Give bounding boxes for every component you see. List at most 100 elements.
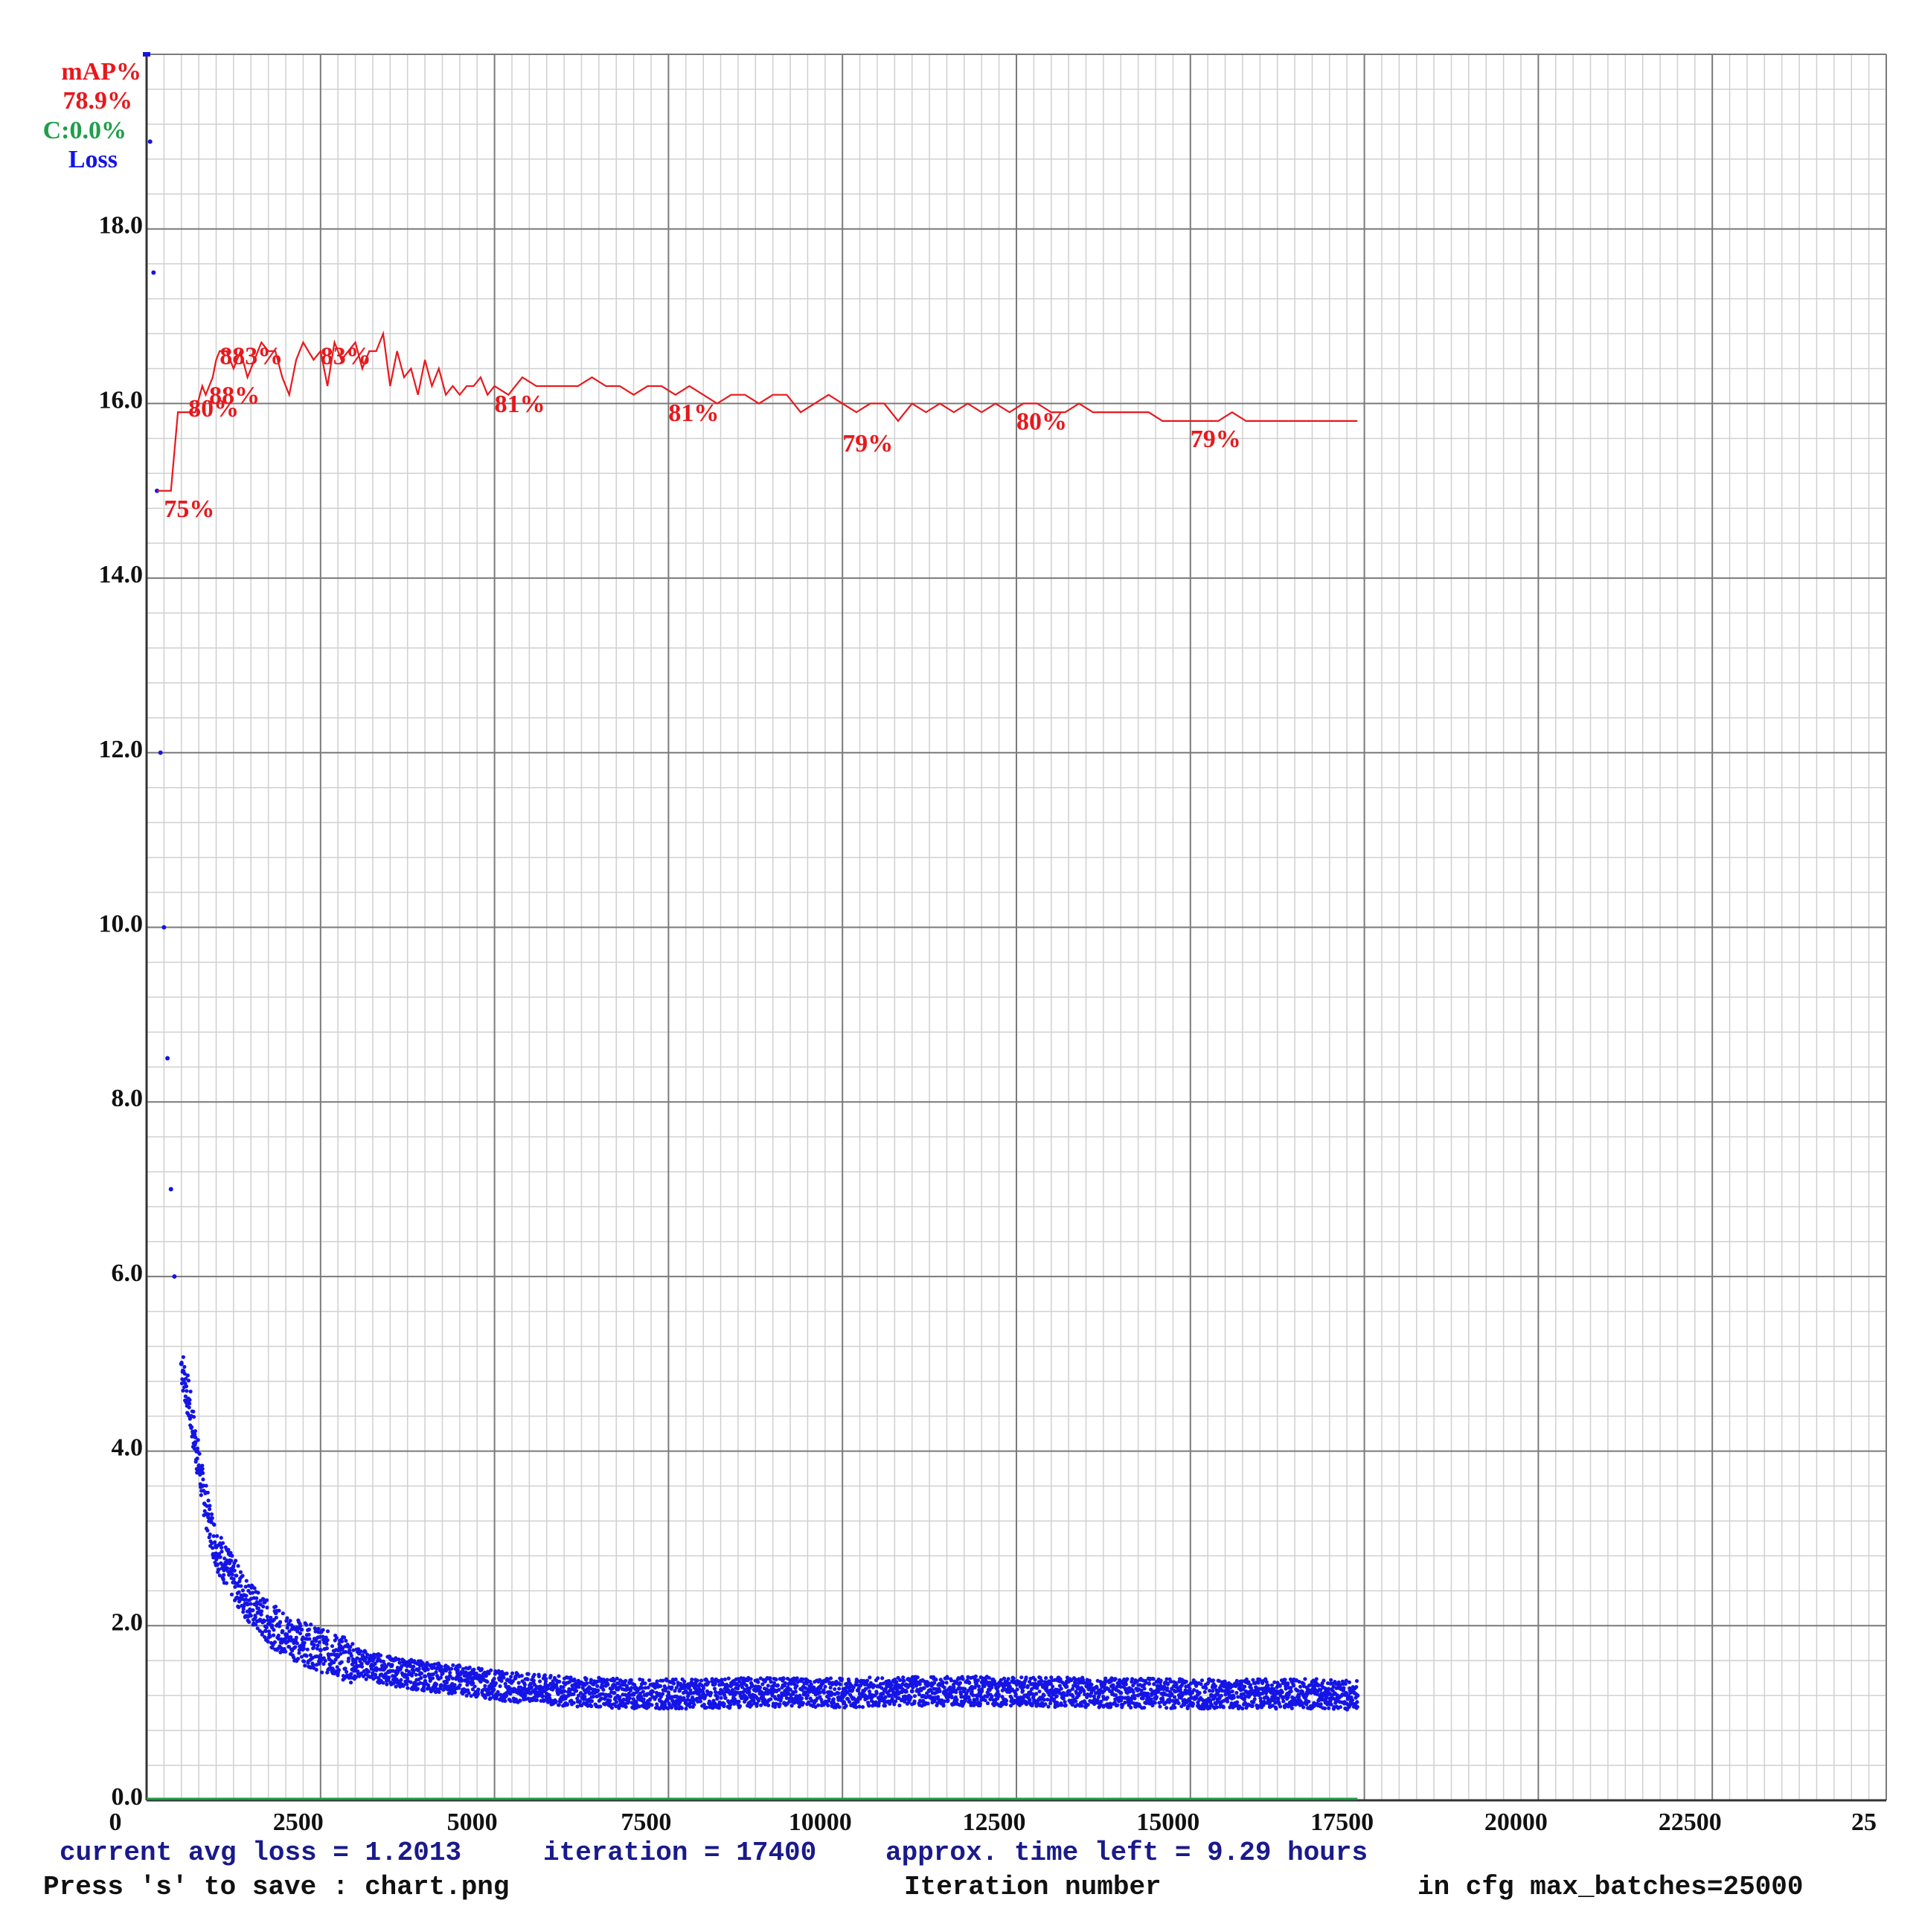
loss-point [658,1684,663,1689]
loss-point [1283,1678,1287,1682]
loss-point [1225,1699,1230,1704]
loss-point [942,1685,946,1689]
legend-map-value: 78.9% [63,87,133,115]
loss-point [1240,1683,1244,1687]
loss-point [804,1696,809,1701]
loss-point [1130,1677,1135,1681]
loss-point [839,1677,845,1681]
loss-point [348,1681,353,1685]
loss-point [996,1689,1000,1694]
loss-point [298,1623,303,1628]
loss-point [1173,1705,1177,1710]
loss-point [1278,1704,1283,1709]
loss-point [832,1701,836,1705]
map-annotation: 88% [209,382,260,409]
loss-point [372,1652,377,1657]
loss-point [330,1644,335,1649]
loss-point [1089,1682,1094,1687]
loss-point [1284,1687,1288,1691]
loss-point [475,1673,479,1678]
loss-point [795,1684,799,1688]
loss-point [195,1470,199,1475]
loss-point [806,1700,811,1704]
loss-point [1314,1677,1319,1681]
loss-point [1250,1704,1255,1708]
loss-point [929,1688,933,1692]
save-hint: Press 's' to save : chart.png [43,1872,510,1902]
loss-point [911,1685,915,1689]
loss-point [1216,1692,1220,1697]
loss-point [690,1678,694,1682]
loss-point [598,1704,603,1709]
loss-point [279,1646,283,1650]
loss-point [293,1645,298,1649]
loss-point [1109,1704,1113,1708]
loss-point [608,1694,613,1698]
loss-point [1281,1699,1286,1704]
loss-point [1118,1684,1123,1689]
loss-point [542,1673,547,1678]
loss-point [1243,1684,1247,1689]
loss-point [271,1633,276,1637]
map-annotation: 80% [188,395,239,423]
loss-point [922,1686,926,1690]
loss-point [206,1498,211,1503]
loss-point [547,1693,551,1698]
loss-point [541,1694,545,1698]
loss-point [237,1590,241,1594]
loss-point [903,1699,907,1704]
loss-point [554,1683,559,1687]
y-tick-label: 6.0 [112,1259,144,1287]
loss-point [1144,1681,1148,1685]
loss-point [774,1677,778,1682]
loss-point [719,1695,723,1700]
loss-point [308,1653,313,1657]
loss-point [568,1689,572,1693]
loss-point [650,1689,656,1694]
loss-point [217,1573,222,1578]
loss-point [1295,1689,1300,1693]
loss-point [225,1566,230,1570]
loss-point [768,1676,772,1681]
loss-point [268,1634,272,1639]
loss-point [469,1694,473,1698]
loss-point [324,1646,330,1651]
loss-point [985,1701,990,1706]
loss-point [207,1535,211,1540]
loss-point [307,1637,312,1641]
loss-point [365,1652,370,1657]
loss-point [838,1682,842,1687]
loss-point [571,1701,576,1705]
loss-point [941,1704,946,1708]
loss-point [889,1683,894,1687]
loss-point [307,1632,311,1637]
loss-point [1343,1681,1348,1686]
loss-point [343,1649,348,1654]
loss-point [1211,1678,1216,1683]
loss-point [425,1660,429,1666]
loss-point [1068,1689,1072,1693]
loss-point [536,1674,542,1678]
loss-point [406,1686,410,1690]
loss-point [310,1640,315,1644]
loss-point [856,1699,860,1704]
loss-point [1272,1687,1276,1691]
loss-point [857,1704,862,1709]
loss-point [457,1686,461,1690]
loss-point [179,1360,184,1365]
loss-point [941,1680,945,1685]
loss-point [617,1706,621,1710]
loss-point [1199,1682,1203,1687]
loss-point [409,1673,414,1678]
loss-point [813,1704,818,1709]
loss-point [261,1597,266,1602]
map-annotations: 75%80%88%883% 83%81% 81%79%80%79% [164,343,1240,523]
loss-point [544,1677,548,1681]
loss-point [485,1680,490,1684]
loss-point [1099,1699,1103,1704]
loss-point [208,1503,212,1508]
map-annotation: 79% [1191,426,1241,453]
loss-point [1007,1684,1012,1689]
loss-point [263,1628,268,1634]
loss-point [231,1564,236,1568]
